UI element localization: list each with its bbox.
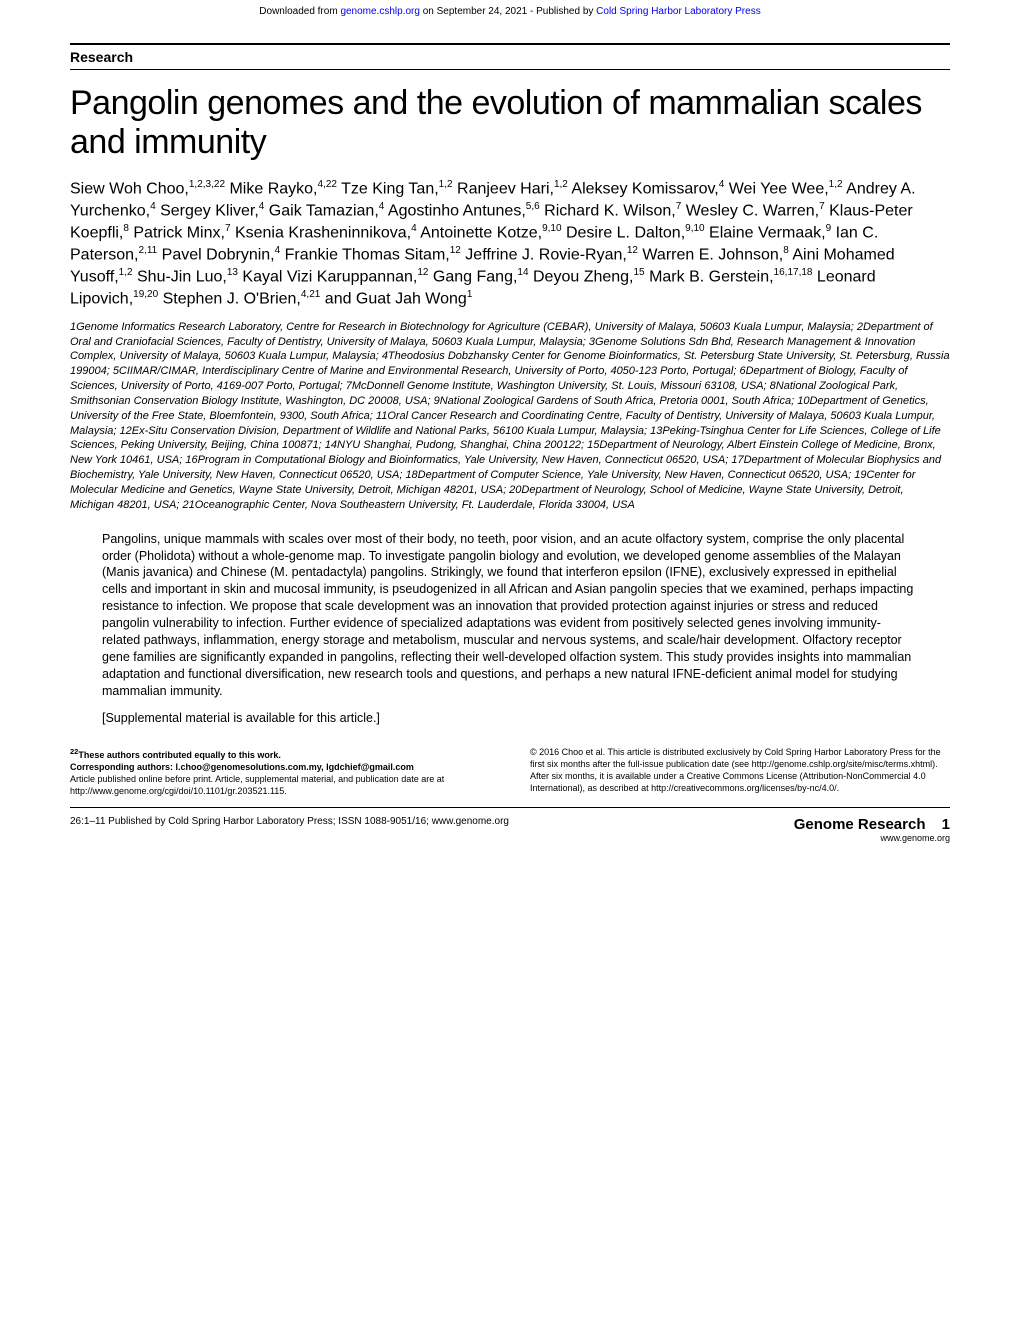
supplemental-note: [Supplemental material is available for … bbox=[70, 711, 950, 725]
journal-name: Genome Research 1 bbox=[794, 816, 950, 833]
article-info: Article published online before print. A… bbox=[70, 774, 490, 797]
footer-right: © 2016 Choo et al. This article is distr… bbox=[530, 747, 950, 797]
citation-info: 26:1–11 Published by Cold Spring Harbor … bbox=[70, 816, 509, 827]
page-content: Research Pangolin genomes and the evolut… bbox=[0, 23, 1020, 863]
section-label: Research bbox=[70, 43, 950, 70]
article-title: Pangolin genomes and the evolution of ma… bbox=[70, 84, 950, 162]
contrib-note: 22These authors contributed equally to t… bbox=[70, 747, 490, 762]
footer-columns: 22These authors contributed equally to t… bbox=[70, 747, 950, 808]
footer-left: 22These authors contributed equally to t… bbox=[70, 747, 490, 797]
journal-block: Genome Research 1 www.genome.org bbox=[794, 816, 950, 843]
page-number: 1 bbox=[942, 816, 950, 833]
journal-url: www.genome.org bbox=[794, 833, 950, 843]
affiliations: 1Genome Informatics Research Laboratory,… bbox=[70, 320, 950, 513]
download-notice: Downloaded from genome.cshlp.org on Sept… bbox=[0, 0, 1020, 23]
bottom-bar: 26:1–11 Published by Cold Spring Harbor … bbox=[70, 816, 950, 843]
download-middle: on September 24, 2021 - Published by bbox=[420, 6, 596, 17]
abstract: Pangolins, unique mammals with scales ov… bbox=[70, 531, 950, 700]
download-link-2[interactable]: Cold Spring Harbor Laboratory Press bbox=[596, 6, 761, 17]
authors-list: Siew Woh Choo,1,2,3,22 Mike Rayko,4,22 T… bbox=[70, 178, 950, 310]
contrib-text: These authors contributed equally to thi… bbox=[78, 750, 281, 760]
download-prefix: Downloaded from bbox=[259, 6, 340, 17]
corresponding-authors: Corresponding authors: l.choo@genomesolu… bbox=[70, 762, 490, 774]
journal-title: Genome Research bbox=[794, 816, 926, 833]
download-link-1[interactable]: genome.cshlp.org bbox=[340, 6, 420, 17]
